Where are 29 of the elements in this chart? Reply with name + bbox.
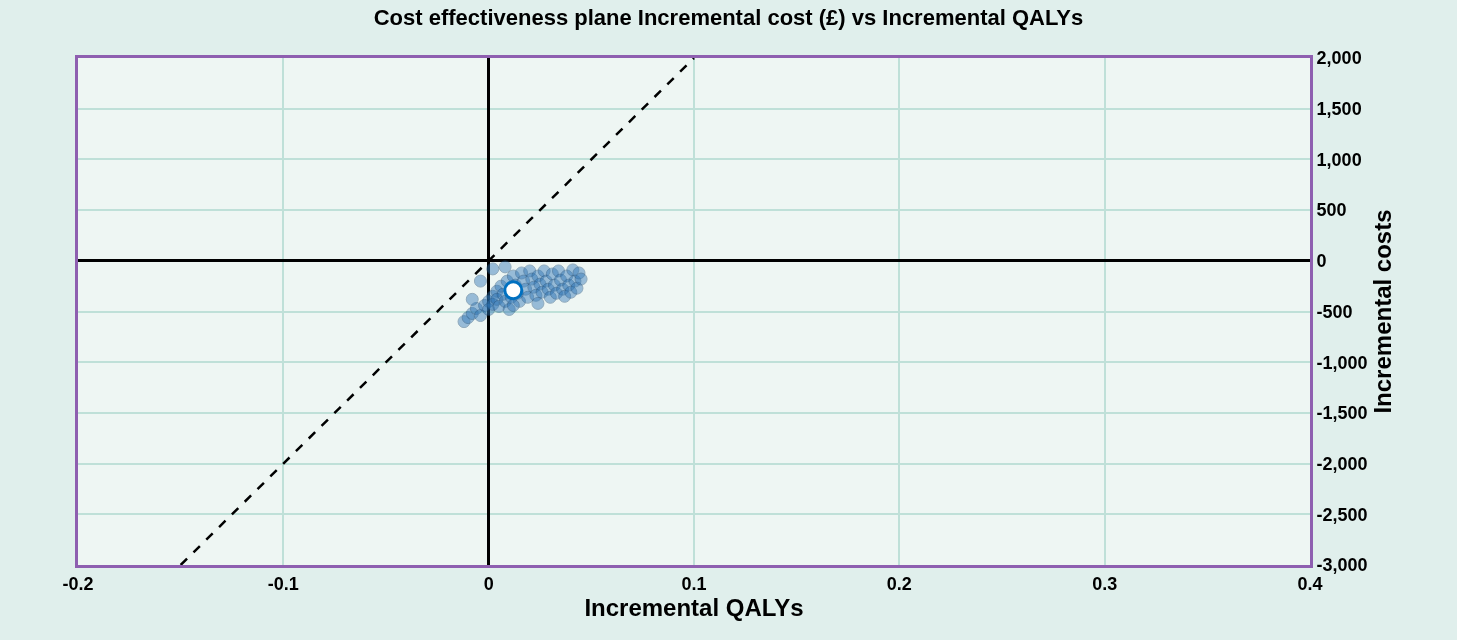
x-tick-label: 0.1 xyxy=(681,573,707,594)
point xyxy=(465,292,479,306)
y-tick-label: 500 xyxy=(1316,200,1347,221)
y-tick-label: -1,500 xyxy=(1316,403,1368,424)
x-tick-label: 0.3 xyxy=(1092,573,1118,594)
x-tick-label: -0.1 xyxy=(267,573,299,594)
point xyxy=(574,272,588,286)
y-tick-label: -3,000 xyxy=(1316,555,1368,576)
y-tick-label: 0 xyxy=(1316,251,1327,272)
chart-title: Cost effectiveness plane Incremental cost (£) vs Incremental QALYs xyxy=(373,5,1084,30)
point xyxy=(506,298,520,312)
y-tick-label: 1,500 xyxy=(1316,99,1362,119)
y-tick-label: -1,000 xyxy=(1316,352,1368,373)
x-tick-label: 0 xyxy=(483,573,494,594)
point xyxy=(498,260,512,274)
point xyxy=(531,296,545,310)
x-tick-label: 0.4 xyxy=(1297,573,1323,594)
y-axis-title: Incremental costs xyxy=(1368,209,1396,414)
y-tick-label: -500 xyxy=(1316,301,1353,322)
y-tick-label: -2,000 xyxy=(1316,453,1368,474)
point xyxy=(473,274,487,288)
point xyxy=(486,262,500,276)
y-tick-label: -2,500 xyxy=(1316,504,1368,525)
x-tick-label: 0.2 xyxy=(886,573,912,594)
point xyxy=(503,280,524,301)
y-tick-label: 2,000 xyxy=(1316,48,1362,69)
x-axis-title: Incremental QALYs xyxy=(584,593,804,621)
y-tick-label: 1,000 xyxy=(1316,149,1362,170)
x-tick-label: -0.2 xyxy=(62,573,94,594)
